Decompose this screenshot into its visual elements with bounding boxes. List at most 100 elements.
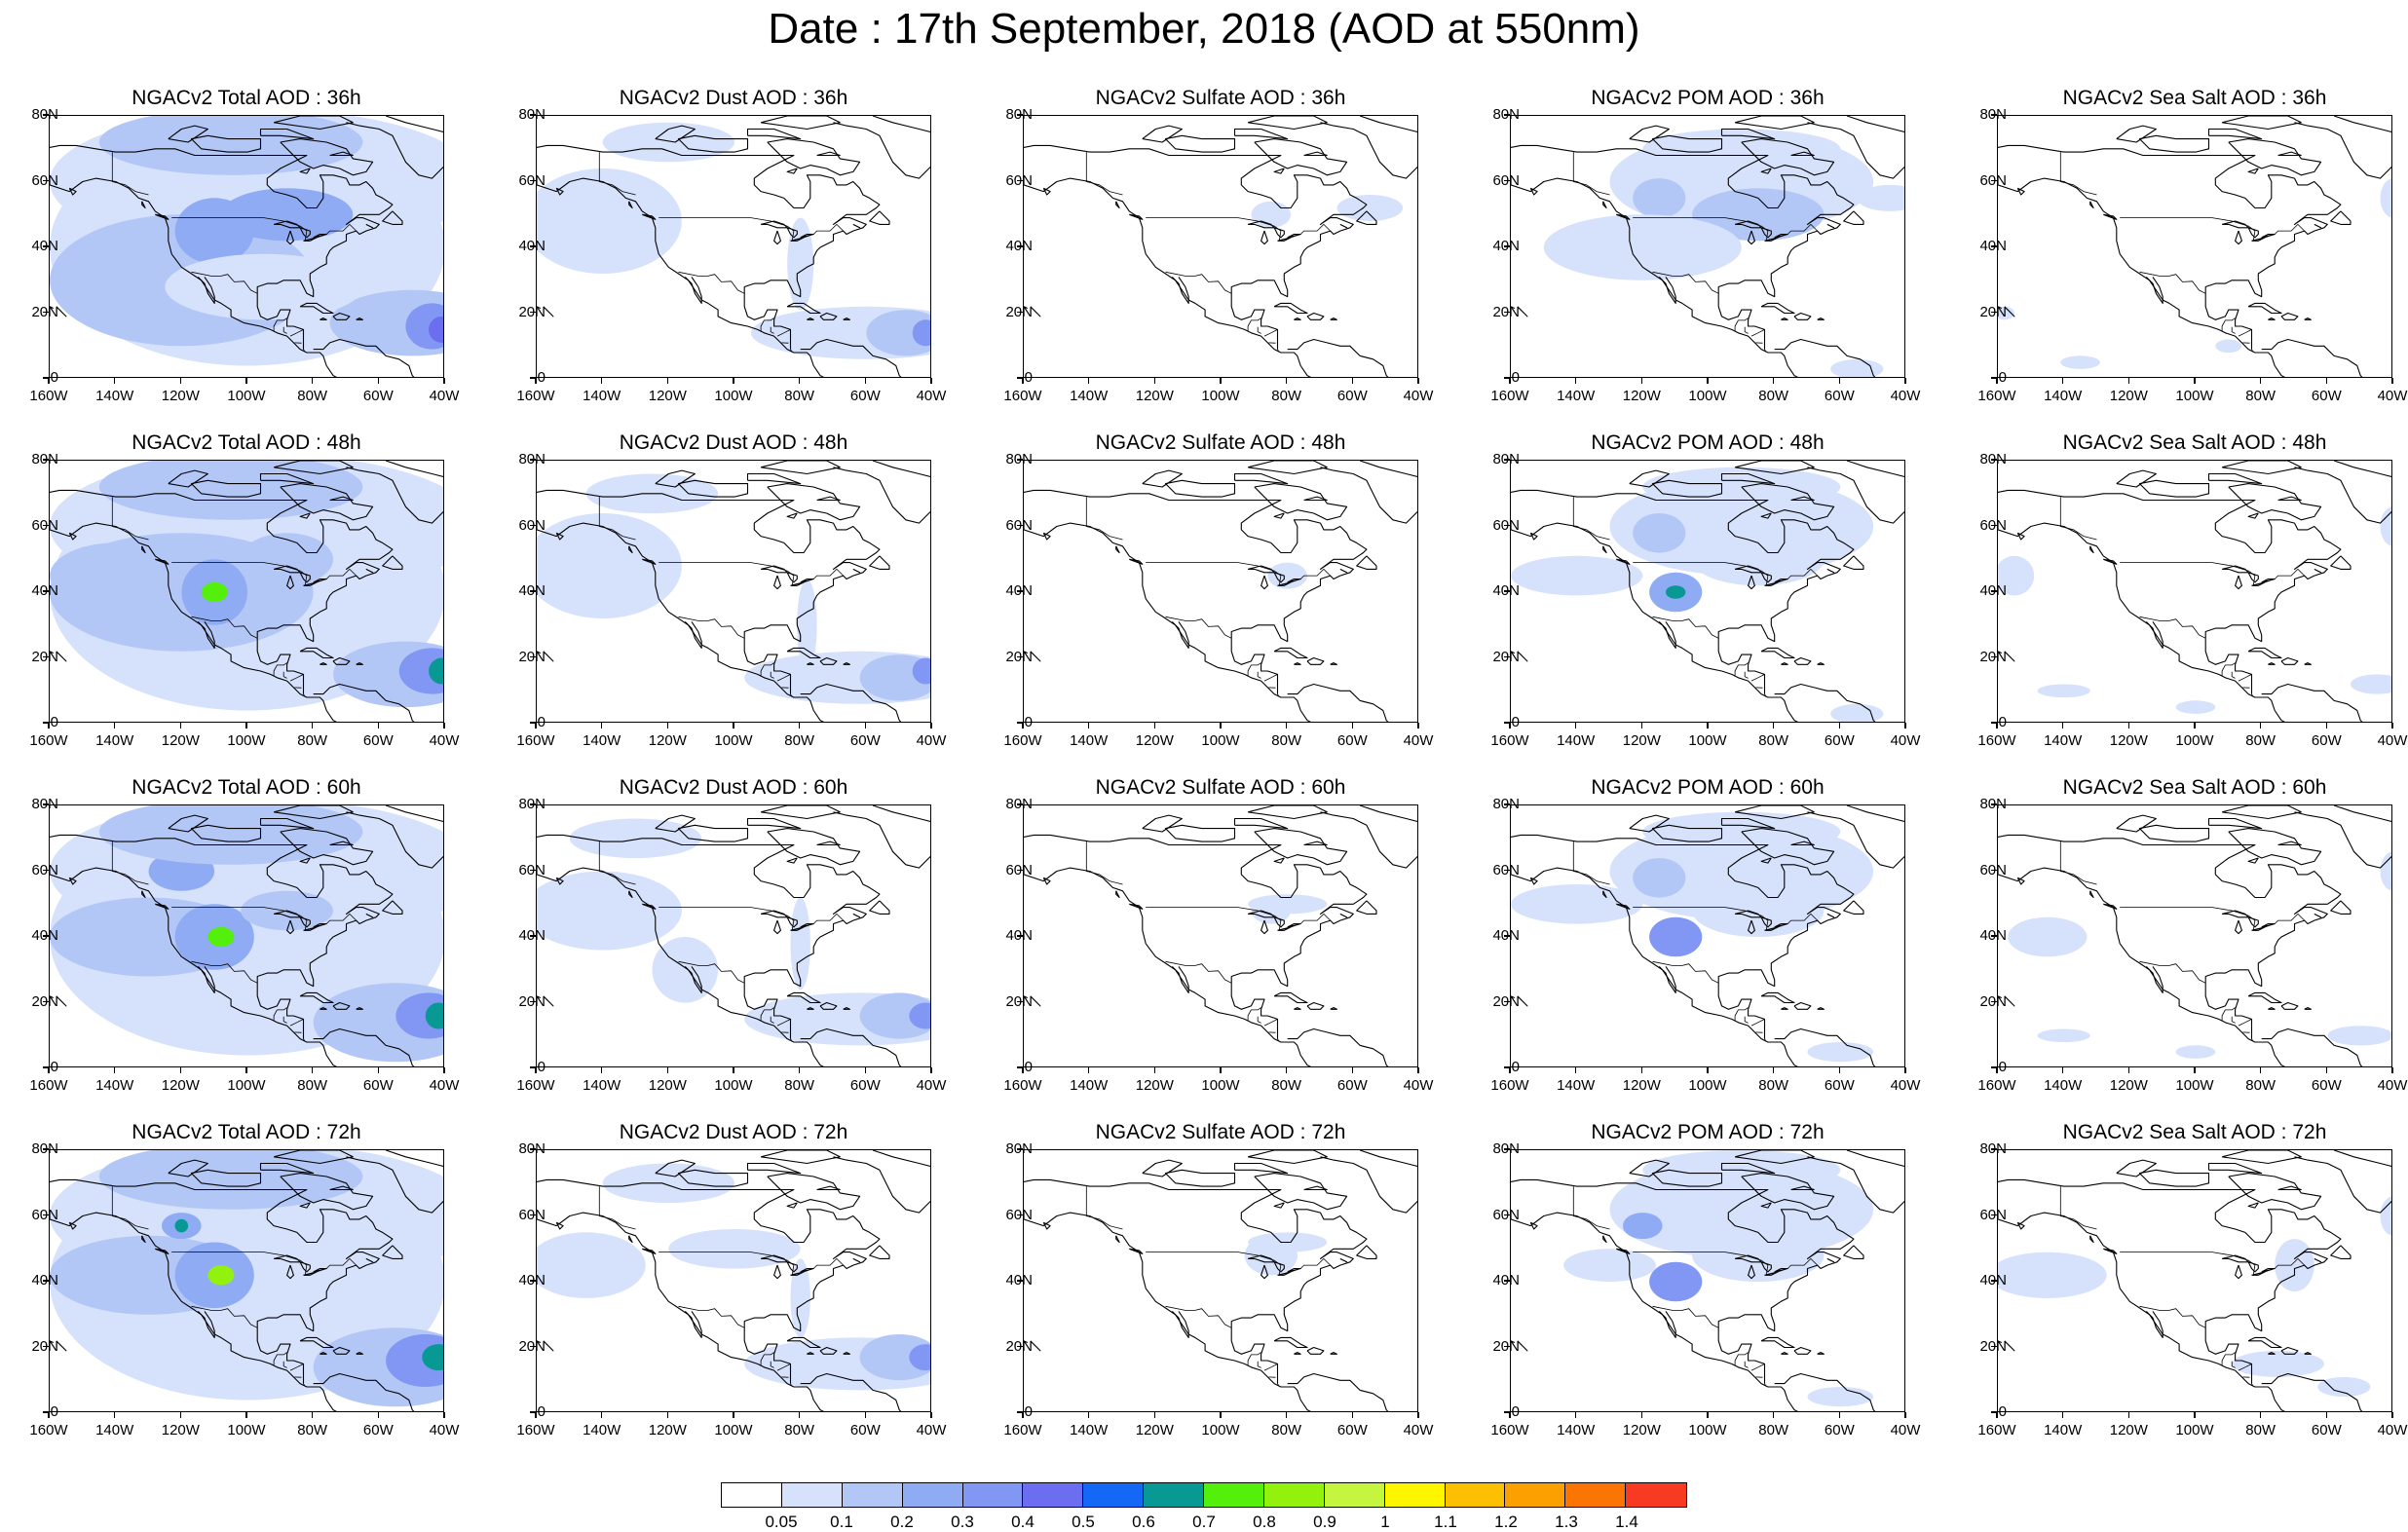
- x-tick-mark: [667, 723, 668, 729]
- coastline: [2268, 663, 2275, 665]
- x-tick-label: 140W: [86, 1422, 144, 1439]
- aod-field: [1649, 1262, 1702, 1302]
- x-tick-label: 60W: [349, 388, 407, 405]
- panel-title: NGACv2 Sulfate AOD : 60h: [1023, 775, 1418, 801]
- coastline: [1255, 1174, 1347, 1210]
- aod-map: [1024, 1150, 1418, 1412]
- political-border: [1166, 617, 1232, 638]
- coastline: [1307, 314, 1324, 320]
- x-tick-mark: [2062, 1067, 2063, 1073]
- x-tick-mark: [312, 723, 313, 729]
- x-tick-mark: [1707, 1067, 1708, 1073]
- colorbar-swatch: [1264, 1483, 1325, 1507]
- x-tick-mark: [1707, 378, 1708, 384]
- coastline: [2314, 224, 2321, 227]
- political-border: [1735, 1008, 1749, 1022]
- coastline: [1321, 467, 1419, 523]
- x-tick-mark: [1839, 1067, 1840, 1073]
- x-tick-mark: [535, 1067, 536, 1073]
- x-tick-mark: [1839, 1412, 1840, 1418]
- aod-field: [1563, 1249, 1656, 1282]
- political-border: [2140, 961, 2206, 983]
- political-border: [679, 1306, 745, 1327]
- x-tick-mark: [1996, 723, 1997, 729]
- x-tick-label: 60W: [1810, 1422, 1868, 1439]
- map-area: [1510, 115, 1905, 378]
- aod-field: [1666, 585, 1685, 599]
- coastline: [2236, 1265, 2242, 1279]
- colorbar-swatch: [722, 1483, 782, 1507]
- political-border: [1146, 1252, 1331, 1276]
- x-tick-mark: [2391, 1067, 2392, 1073]
- coastline: [2140, 1170, 2209, 1186]
- y-tick-label: 0: [974, 369, 1033, 387]
- x-tick-mark: [733, 378, 734, 384]
- y-tick-label: 80N: [0, 451, 58, 468]
- political-border: [1264, 674, 1278, 681]
- y-tick-label: 20N: [487, 1338, 546, 1356]
- map-area: [536, 804, 931, 1067]
- coastline: [1360, 461, 1418, 477]
- x-tick-label: 120W: [1612, 732, 1671, 750]
- coastline: [1288, 1374, 1390, 1413]
- x-tick-mark: [1417, 1412, 1418, 1418]
- political-border: [2232, 1017, 2235, 1024]
- y-tick-label: 80N: [0, 1140, 58, 1158]
- political-border: [2060, 497, 2096, 540]
- coastline: [1255, 829, 1347, 865]
- coastline: [787, 513, 797, 518]
- coastline: [1844, 556, 1863, 570]
- political-border: [1086, 1186, 1122, 1229]
- aod-field: [1252, 202, 1292, 228]
- panel-title: NGACv2 Total AOD : 36h: [49, 86, 444, 111]
- x-tick-mark: [2062, 723, 2063, 729]
- y-tick-label: 20N: [487, 304, 546, 321]
- colorbar-label: 0.1: [812, 1513, 871, 1532]
- x-tick-label: 100W: [1678, 732, 1737, 750]
- coastline: [1818, 663, 1825, 665]
- coastline: [2222, 116, 2301, 130]
- x-tick-mark: [1154, 1067, 1155, 1073]
- coastline: [1331, 1353, 1337, 1355]
- aod-field: [1692, 1229, 1824, 1282]
- x-tick-label: 80W: [1258, 1422, 1316, 1439]
- x-tick-label: 140W: [573, 732, 631, 750]
- coastline: [1340, 914, 1347, 916]
- coastline: [2146, 966, 2163, 992]
- coastline: [873, 1150, 931, 1167]
- x-tick-label: 60W: [1323, 732, 1381, 750]
- x-tick-label: 80W: [1258, 732, 1316, 750]
- y-tick-label: 80N: [1461, 451, 1520, 468]
- y-tick-label: 40N: [974, 582, 1033, 600]
- coastline: [1274, 858, 1284, 863]
- x-tick-label: 120W: [2099, 1422, 2158, 1439]
- coastline: [1288, 1029, 1390, 1068]
- map-area: [1023, 804, 1418, 1067]
- political-border: [1573, 497, 1609, 540]
- political-border: [1573, 152, 1609, 195]
- coastline: [1659, 621, 1675, 648]
- coastline: [761, 461, 840, 474]
- coastline: [2103, 904, 2117, 909]
- x-tick-label: 140W: [2034, 732, 2092, 750]
- x-tick-mark: [667, 1412, 668, 1418]
- colorbar-label: 0.4: [994, 1513, 1052, 1532]
- aod-map: [50, 116, 444, 378]
- x-tick-mark: [2260, 723, 2261, 729]
- x-tick-mark: [2391, 723, 2392, 729]
- coastline: [2209, 819, 2262, 829]
- colorbar-label: 1.4: [1598, 1513, 1656, 1532]
- x-tick-mark: [180, 723, 181, 729]
- x-tick-label: 80W: [283, 1422, 342, 1439]
- x-tick-label: 100W: [1678, 1422, 1737, 1439]
- political-border: [2232, 672, 2235, 679]
- x-tick-label: 40W: [902, 1077, 960, 1095]
- coastline: [1274, 1337, 1307, 1347]
- x-tick-label: 100W: [2165, 732, 2224, 750]
- x-tick-mark: [180, 1412, 181, 1418]
- x-tick-label: 60W: [836, 388, 894, 405]
- x-tick-mark: [930, 1412, 931, 1418]
- x-tick-mark: [1707, 1412, 1708, 1418]
